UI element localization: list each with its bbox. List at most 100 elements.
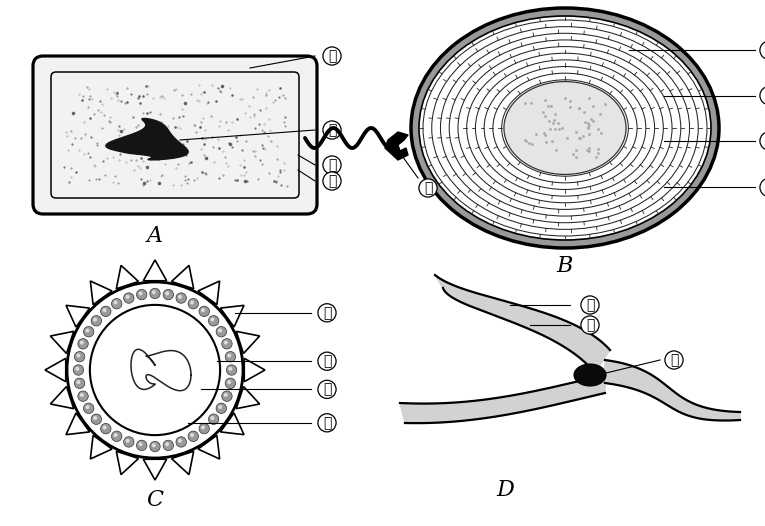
Polygon shape xyxy=(50,331,73,353)
Circle shape xyxy=(225,351,236,362)
Polygon shape xyxy=(236,331,259,353)
Circle shape xyxy=(124,437,134,447)
Polygon shape xyxy=(143,260,167,281)
Circle shape xyxy=(138,442,142,446)
Circle shape xyxy=(150,441,160,452)
Circle shape xyxy=(83,403,94,413)
Circle shape xyxy=(74,378,85,389)
Circle shape xyxy=(176,293,187,304)
Polygon shape xyxy=(244,358,265,382)
Circle shape xyxy=(227,353,231,358)
Polygon shape xyxy=(45,358,66,382)
Circle shape xyxy=(188,298,198,309)
Text: ①: ① xyxy=(586,298,594,312)
Circle shape xyxy=(163,289,174,300)
Circle shape xyxy=(165,291,169,296)
Polygon shape xyxy=(385,132,408,160)
Polygon shape xyxy=(66,306,90,327)
Ellipse shape xyxy=(504,82,626,175)
Circle shape xyxy=(100,306,111,317)
Circle shape xyxy=(93,416,97,420)
Polygon shape xyxy=(66,413,90,434)
Circle shape xyxy=(103,308,106,312)
Circle shape xyxy=(78,391,88,401)
Circle shape xyxy=(222,339,232,349)
Circle shape xyxy=(176,437,187,447)
Text: ③: ③ xyxy=(328,158,336,172)
Circle shape xyxy=(163,440,174,451)
Circle shape xyxy=(218,405,222,409)
Circle shape xyxy=(151,443,156,447)
Text: ①: ① xyxy=(323,306,331,320)
Ellipse shape xyxy=(419,16,711,240)
Circle shape xyxy=(113,433,118,437)
FancyBboxPatch shape xyxy=(33,56,317,214)
Circle shape xyxy=(151,290,156,294)
Polygon shape xyxy=(605,360,740,420)
Circle shape xyxy=(216,403,226,413)
Text: ②: ② xyxy=(424,181,432,195)
Circle shape xyxy=(229,367,233,371)
Text: ④: ④ xyxy=(323,416,331,430)
Ellipse shape xyxy=(411,8,719,248)
Circle shape xyxy=(90,305,220,435)
Circle shape xyxy=(216,327,226,337)
Text: ①: ① xyxy=(328,49,336,63)
Circle shape xyxy=(86,329,90,332)
Text: B: B xyxy=(557,255,573,277)
Circle shape xyxy=(124,293,134,304)
Circle shape xyxy=(136,289,147,300)
Polygon shape xyxy=(106,118,188,160)
Circle shape xyxy=(125,439,129,443)
Circle shape xyxy=(218,329,222,332)
Circle shape xyxy=(150,288,160,299)
Text: ②: ② xyxy=(323,354,331,368)
Polygon shape xyxy=(220,306,244,327)
Circle shape xyxy=(93,318,97,321)
Circle shape xyxy=(112,431,122,441)
Circle shape xyxy=(199,423,210,434)
Circle shape xyxy=(188,431,198,441)
Text: C: C xyxy=(147,489,164,511)
Circle shape xyxy=(210,318,214,321)
Polygon shape xyxy=(50,387,73,409)
Text: ②: ② xyxy=(586,318,594,332)
Circle shape xyxy=(227,380,231,384)
Ellipse shape xyxy=(574,364,606,386)
Circle shape xyxy=(103,426,106,429)
Polygon shape xyxy=(143,459,167,480)
Polygon shape xyxy=(198,436,220,459)
Text: ③: ③ xyxy=(323,382,331,397)
Polygon shape xyxy=(90,436,112,459)
Circle shape xyxy=(86,405,90,409)
Polygon shape xyxy=(220,413,244,434)
Polygon shape xyxy=(198,281,220,305)
Circle shape xyxy=(136,440,147,451)
Text: A: A xyxy=(147,225,163,247)
Circle shape xyxy=(78,339,88,349)
Circle shape xyxy=(83,327,94,337)
Circle shape xyxy=(190,300,194,305)
Circle shape xyxy=(223,393,228,397)
Circle shape xyxy=(113,300,118,305)
Circle shape xyxy=(125,295,129,299)
Circle shape xyxy=(178,439,182,443)
Text: ④: ④ xyxy=(328,174,336,188)
Circle shape xyxy=(73,365,83,375)
Polygon shape xyxy=(171,451,194,474)
Polygon shape xyxy=(435,275,610,373)
Circle shape xyxy=(210,416,214,420)
Circle shape xyxy=(190,433,194,437)
Circle shape xyxy=(138,291,142,296)
Circle shape xyxy=(201,308,205,312)
Text: D: D xyxy=(496,479,514,501)
Polygon shape xyxy=(171,266,194,289)
Circle shape xyxy=(226,365,236,375)
Circle shape xyxy=(199,306,210,317)
Circle shape xyxy=(80,341,84,345)
Circle shape xyxy=(67,282,243,458)
Circle shape xyxy=(75,367,80,371)
Circle shape xyxy=(208,316,219,326)
Polygon shape xyxy=(116,266,138,289)
Polygon shape xyxy=(236,387,259,409)
